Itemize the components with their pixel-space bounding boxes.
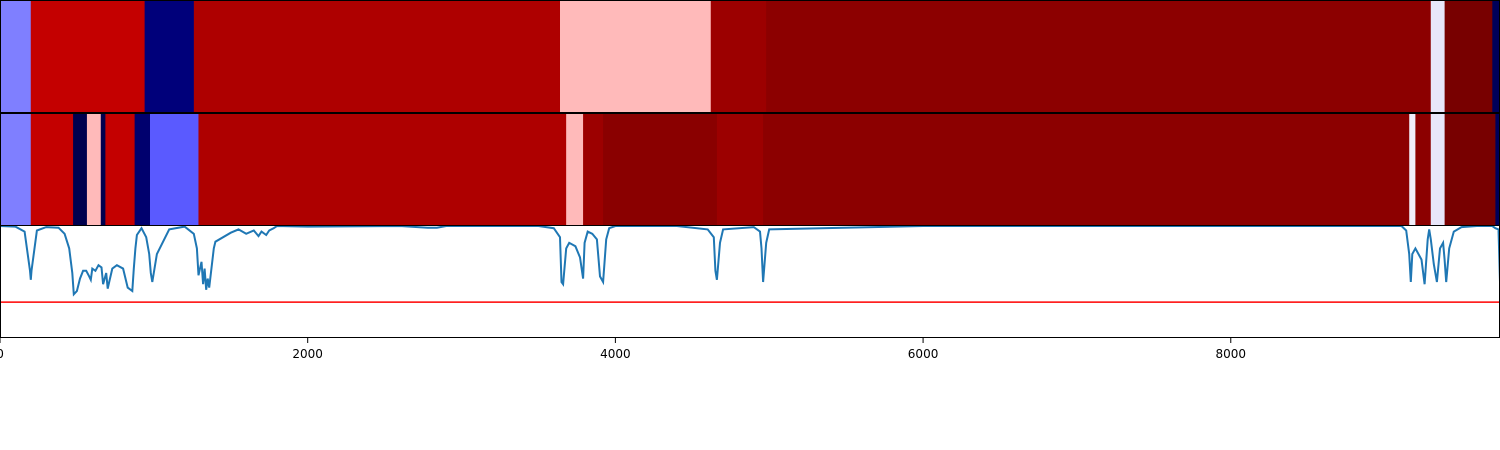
band-1-segment-9 — [1492, 0, 1500, 113]
x-tick-label-4: 8000 — [1215, 347, 1246, 361]
x-axis: 0 2000 4000 6000 8000 — [0, 338, 1246, 361]
band-2-segment-17 — [1444, 113, 1496, 226]
band-1-segment-5 — [710, 0, 767, 113]
band-2-segment-5 — [105, 113, 136, 226]
band-2-segment-15 — [1415, 113, 1432, 226]
x-tick-label-1: 2000 — [292, 347, 323, 361]
x-tick-label-0: 0 — [0, 347, 4, 361]
band-1-segment-2 — [144, 0, 195, 113]
band-2-segment-10 — [583, 113, 604, 226]
band-1-segment-4 — [560, 0, 712, 113]
band-2-segment-3 — [86, 113, 102, 226]
band-2-segment-13 — [763, 113, 1410, 226]
band-2-segment-2 — [73, 113, 88, 226]
band-1-segment-7 — [1430, 0, 1446, 113]
band-2-segment-1 — [30, 113, 74, 226]
x-tick-label-2: 4000 — [600, 347, 631, 361]
band-2-segment-18 — [1495, 113, 1500, 226]
band-1-segment-6 — [766, 0, 1432, 113]
heatmap-band-1 — [0, 0, 1500, 113]
heatmap-band-2 — [0, 113, 1500, 226]
band-2-segment-7 — [150, 113, 200, 226]
band-1-segment-8 — [1444, 0, 1493, 113]
band-2-segment-8 — [198, 113, 567, 226]
band-2-segment-0 — [0, 113, 32, 226]
band-1-segment-3 — [193, 0, 561, 113]
band-2-segment-9 — [566, 113, 584, 226]
x-tick-label-3: 6000 — [908, 347, 939, 361]
band-2-segment-4 — [100, 113, 106, 226]
band-2-segment-16 — [1430, 113, 1446, 226]
band-2-segment-12 — [716, 113, 764, 226]
band-2-segment-6 — [134, 113, 151, 226]
band-2-segment-14 — [1409, 113, 1416, 226]
band-2-segment-11 — [603, 113, 718, 226]
band-1-segment-0 — [0, 0, 32, 113]
band-1-segment-1 — [30, 0, 146, 113]
